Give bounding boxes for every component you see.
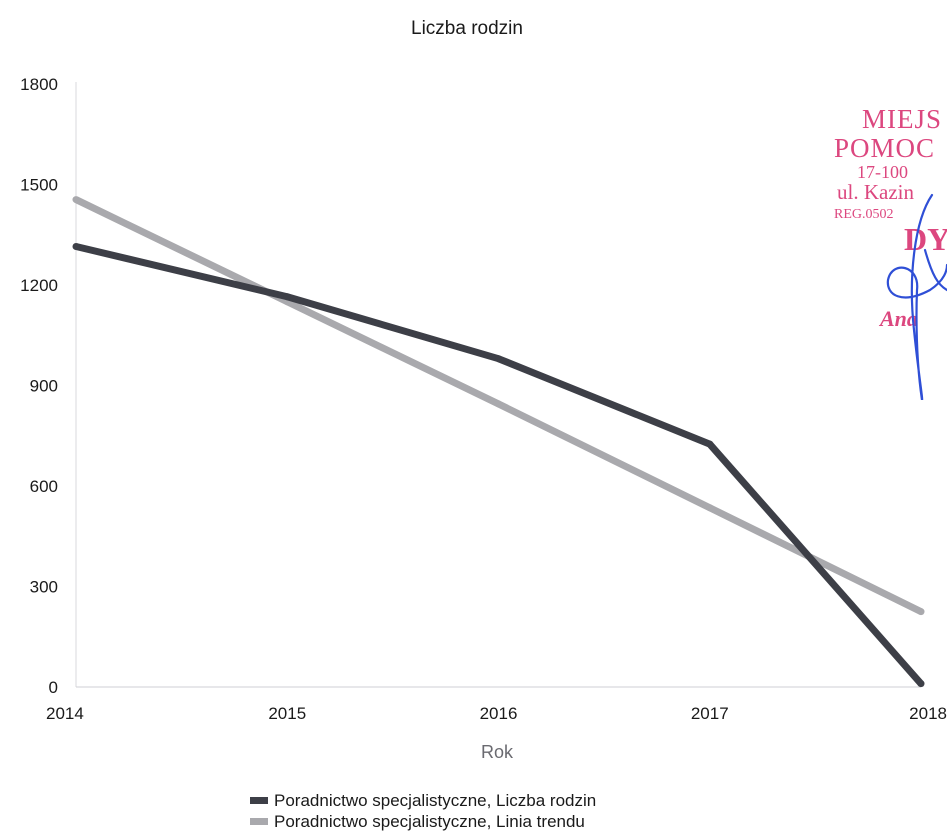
y-tick-label: 1800	[20, 75, 58, 94]
x-tick-label: 2018	[909, 704, 947, 723]
legend-item-liczba-rodzin[interactable]: Poradnictwo specjalistyczne, Liczba rodz…	[250, 790, 596, 811]
data-point-liczba-rodzin	[917, 680, 925, 688]
legend-label: Poradnictwo specjalistyczne, Liczba rodz…	[274, 791, 597, 810]
series-group	[72, 196, 925, 688]
legend: Poradnictwo specjalistyczne, Liczba rodz…	[250, 790, 596, 832]
x-tick-label: 2016	[480, 704, 518, 723]
data-point-liczba-rodzin	[706, 440, 714, 448]
x-tick-label: 2017	[691, 704, 729, 723]
x-tick-label: 2014	[46, 704, 84, 723]
data-point-liczba-rodzin	[495, 355, 502, 363]
y-axis-ticks: 0 300 600 900 1200 1500 1800	[20, 75, 58, 697]
legend-swatch-dark	[250, 797, 268, 804]
y-tick-label: 600	[30, 477, 58, 496]
x-axis-ticks: 2014 2015 2016 2017 2018	[46, 704, 947, 723]
data-point-liczba-rodzin	[72, 242, 80, 250]
y-tick-label: 1200	[20, 276, 58, 295]
data-point-linia-trendu	[917, 608, 925, 616]
x-axis-label: Rok	[481, 742, 514, 762]
y-tick-label: 0	[49, 678, 58, 697]
data-point-linia-trendu	[495, 400, 502, 408]
series-line-liczba-rodzin	[75, 243, 924, 686]
legend-swatch-light	[250, 818, 268, 825]
line-chart: Liczba rodzin 0 300 600 900 1200 1500 1800 201…	[20, 18, 947, 762]
chart-title: Liczba rodzin	[411, 18, 523, 39]
y-tick-label: 1500	[20, 176, 58, 195]
data-point-liczba-rodzin	[283, 293, 291, 301]
data-point-linia-trendu	[706, 504, 714, 512]
legend-label: Poradnictwo specjalistyczne, Linia trend…	[274, 812, 585, 831]
y-tick-label: 900	[30, 377, 58, 396]
data-point-linia-trendu	[72, 196, 80, 204]
legend-item-linia-trendu[interactable]: Poradnictwo specjalistyczne, Linia trend…	[250, 811, 596, 832]
y-tick-label: 300	[30, 578, 58, 597]
x-tick-label: 2015	[268, 704, 306, 723]
